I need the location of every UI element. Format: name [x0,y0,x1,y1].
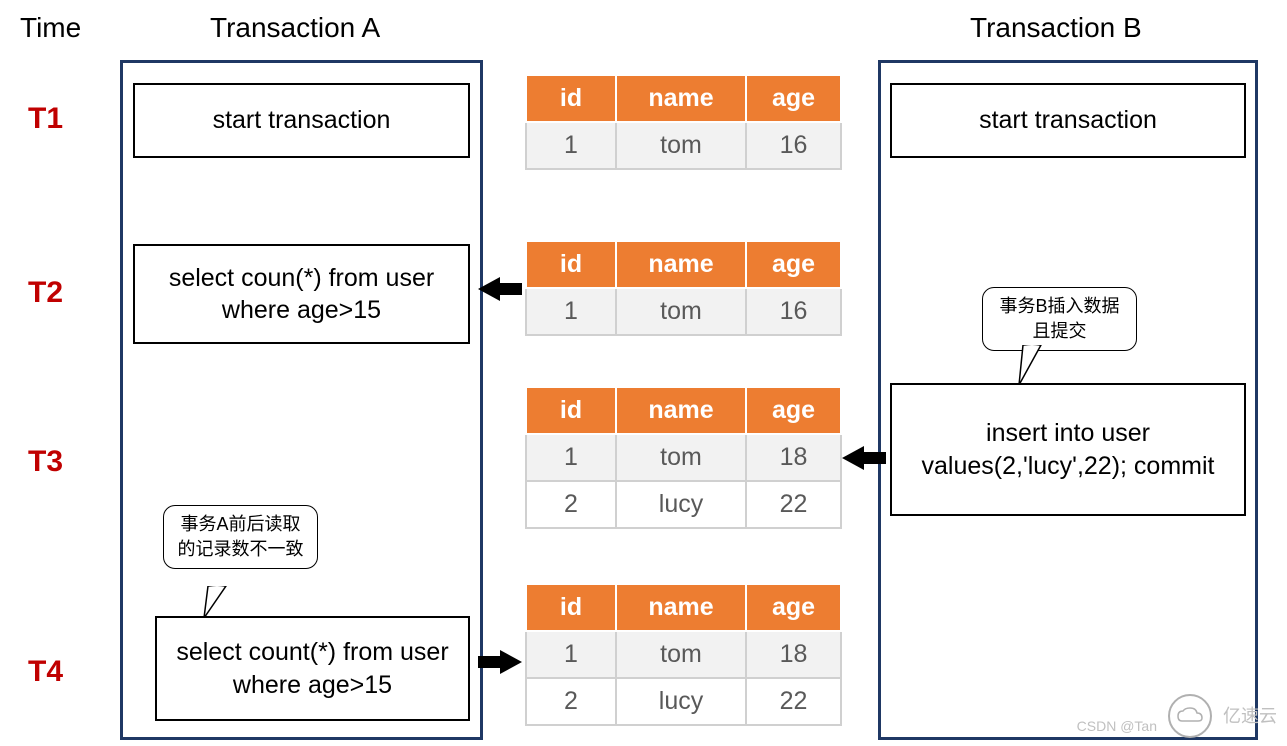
callout-a-tail-icon [200,586,230,618]
table-cell: 1 [526,631,616,678]
time-t3: T3 [28,445,63,479]
table-cell: 2 [526,481,616,528]
table-t3-col-id: id [526,387,616,434]
transaction-a-header: Transaction A [210,12,380,44]
arrow-t2-icon [478,277,500,301]
table-t2: id name age 1 tom 16 [525,240,842,336]
txb-t3-action: insert into user values(2,'lucy',22); co… [890,383,1246,516]
table-cell: 22 [746,481,841,528]
watermark-logo-icon [1168,694,1212,738]
table-cell: lucy [616,678,746,725]
table-cell: 1 [526,122,616,169]
table-cell: 18 [746,434,841,481]
callout-b-text: 事务B插入数据且提交 [999,296,1119,341]
table-t4-col-id: id [526,584,616,631]
callout-b: 事务B插入数据且提交 [982,287,1137,351]
callout-a-text: 事务A前后读取的记录数不一致 [178,514,304,559]
table-cell: tom [616,288,746,335]
table-cell: 1 [526,288,616,335]
arrow-t4-icon [500,650,522,674]
table-t2-col-name: name [616,241,746,288]
table-t1-col-name: name [616,75,746,122]
table-cell: 1 [526,434,616,481]
time-t1: T1 [28,102,63,136]
table-cell: 16 [746,288,841,335]
txa-t1-action: start transaction [133,83,470,158]
txa-t4-action: select count(*) from user where age>15 [155,616,470,721]
txa-t2-action: select coun(*) from user where age>15 [133,244,470,344]
table-cell: 18 [746,631,841,678]
table-cell: lucy [616,481,746,528]
table-t1-col-age: age [746,75,841,122]
callout-a: 事务A前后读取的记录数不一致 [163,505,318,569]
table-cell: tom [616,122,746,169]
table-t3: id name age 1 tom 18 2 lucy 22 [525,386,842,529]
watermark-yisu: 亿速云 [1223,702,1277,728]
table-cell: 16 [746,122,841,169]
watermark-csdn: CSDN @Tan [1077,718,1157,734]
time-t2: T2 [28,276,63,310]
table-t4-col-age: age [746,584,841,631]
table-t2-col-age: age [746,241,841,288]
transaction-b-header: Transaction B [970,12,1142,44]
txb-t1-action: start transaction [890,83,1246,158]
table-t3-col-name: name [616,387,746,434]
arrow-t3-icon [842,446,864,470]
table-t4: id name age 1 tom 18 2 lucy 22 [525,583,842,726]
table-t1: id name age 1 tom 16 [525,74,842,170]
callout-b-tail-icon [1015,345,1045,385]
table-cell: 2 [526,678,616,725]
table-cell: 22 [746,678,841,725]
table-t2-col-id: id [526,241,616,288]
table-t4-col-name: name [616,584,746,631]
table-t1-col-id: id [526,75,616,122]
time-header: Time [20,12,81,44]
table-cell: tom [616,434,746,481]
table-cell: tom [616,631,746,678]
time-t4: T4 [28,655,63,689]
table-t3-col-age: age [746,387,841,434]
